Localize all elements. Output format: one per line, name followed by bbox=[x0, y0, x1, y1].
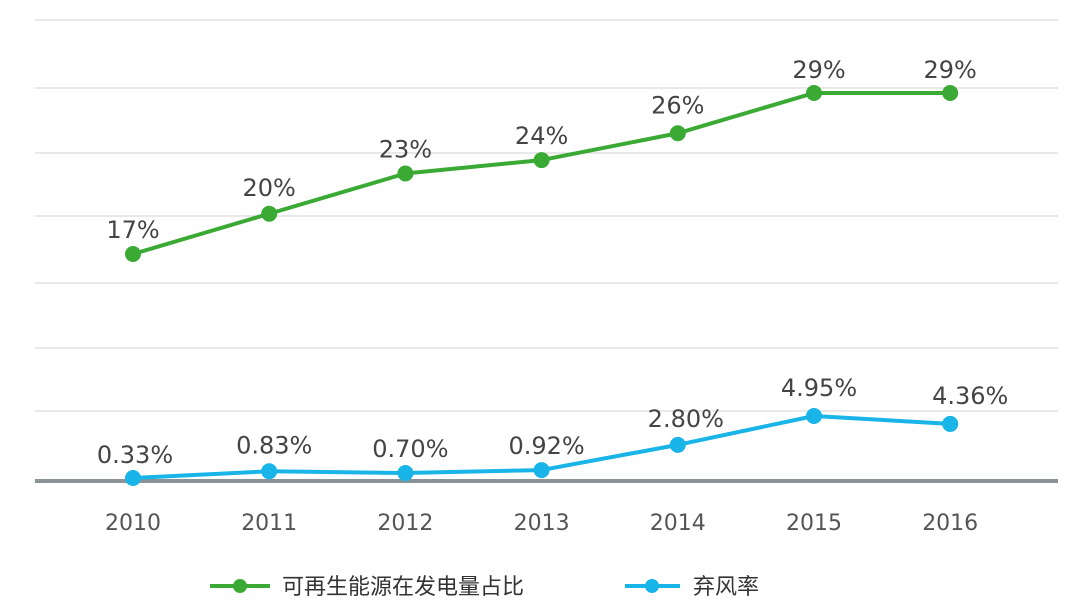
series-1: 0.33% 0.83% 0.70% 0.92% 2.80% 4.95% 4.36% bbox=[97, 374, 1008, 486]
data-label: 17% bbox=[106, 216, 159, 244]
x-tick-label: 2014 bbox=[650, 511, 706, 536]
data-label: 0.83% bbox=[236, 431, 312, 459]
data-label: 0.92% bbox=[508, 432, 584, 460]
x-tick-label: 2013 bbox=[514, 511, 570, 536]
x-tick-label: 2010 bbox=[105, 511, 161, 536]
data-point bbox=[806, 408, 822, 424]
data-label: 4.95% bbox=[781, 374, 857, 402]
series-group: 17% 20% 23% 24% 26% 29% 29% 0.33% 0.83% 0.70% 0.92… bbox=[97, 56, 1008, 486]
data-label: 0.33% bbox=[97, 441, 173, 469]
data-point bbox=[125, 246, 141, 262]
data-label: 20% bbox=[243, 174, 296, 202]
gridlines bbox=[35, 19, 1058, 412]
series-0: 17% 20% 23% 24% 26% 29% 29% bbox=[106, 56, 977, 262]
data-label: 26% bbox=[651, 91, 704, 119]
data-label: 24% bbox=[515, 122, 568, 150]
legend-item: 弃风率 bbox=[625, 575, 759, 600]
x-tick-label: 2011 bbox=[241, 511, 297, 536]
legend-label: 可再生能源在发电量占比 bbox=[282, 575, 524, 600]
data-point bbox=[397, 165, 414, 182]
data-point bbox=[533, 152, 550, 169]
legend: 可再生能源在发电量占比 弃风率 bbox=[210, 575, 759, 600]
legend-swatch-marker bbox=[645, 579, 659, 593]
data-point bbox=[533, 462, 550, 479]
data-label: 29% bbox=[924, 56, 977, 84]
legend-swatch-marker bbox=[233, 579, 247, 593]
x-tick-label: 2015 bbox=[786, 511, 842, 536]
data-point bbox=[942, 85, 959, 101]
data-point bbox=[806, 85, 822, 101]
data-point bbox=[669, 436, 686, 453]
legend-item: 可再生能源在发电量占比 bbox=[210, 575, 524, 600]
data-label: 2.80% bbox=[648, 405, 724, 433]
data-label: 23% bbox=[379, 136, 432, 164]
data-point bbox=[261, 205, 278, 222]
data-label: 4.36% bbox=[932, 382, 1008, 410]
data-point bbox=[942, 415, 959, 432]
data-point bbox=[397, 465, 414, 482]
data-point bbox=[125, 470, 141, 486]
data-label: 0.70% bbox=[372, 435, 448, 463]
x-tick-labels: 2010 2011 2012 2013 2014 2015 2016 bbox=[105, 511, 978, 536]
data-point bbox=[669, 125, 686, 142]
data-label: 29% bbox=[792, 56, 845, 84]
x-tick-label: 2012 bbox=[377, 511, 433, 536]
x-tick-label: 2016 bbox=[922, 511, 978, 536]
data-point bbox=[261, 463, 278, 480]
legend-label: 弃风率 bbox=[693, 575, 759, 600]
